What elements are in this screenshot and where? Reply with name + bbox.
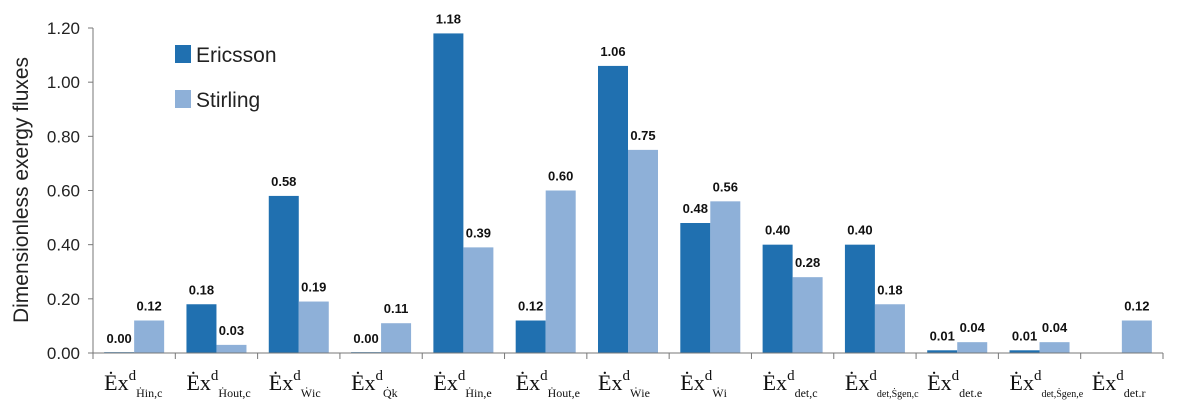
y-tick-label: 0.20 bbox=[47, 290, 80, 309]
x-category-label: ĖxdḢout,c bbox=[186, 368, 250, 400]
bar-stirling bbox=[874, 304, 905, 353]
data-label-stirling: 0.04 bbox=[960, 320, 986, 335]
x-category-label: ĖxdḢout,e bbox=[516, 368, 580, 400]
y-axis-label: Dimensionless exergy fluxes bbox=[10, 57, 33, 323]
data-label-stirling: 0.18 bbox=[877, 282, 902, 297]
bar-stirling bbox=[1039, 342, 1070, 353]
y-tick-label: 0.40 bbox=[47, 236, 80, 255]
data-labels: 0.00 0.18 0.58 0.00 1.18 0.12 1.06 0.48 0.40 0.40… bbox=[106, 11, 1149, 346]
bar-ericsson bbox=[680, 223, 711, 353]
y-tick-label: 0.80 bbox=[47, 127, 80, 146]
x-category-label: Ėxddet,c bbox=[763, 368, 818, 400]
data-label-stirling: 0.56 bbox=[713, 179, 738, 194]
bar-stirling bbox=[216, 344, 247, 353]
data-label-stirling: 0.60 bbox=[548, 169, 573, 184]
bar-stirling bbox=[463, 247, 494, 353]
data-label-ericsson: 0.40 bbox=[847, 223, 872, 238]
data-label-ericsson: 0.01 bbox=[1012, 328, 1037, 343]
data-label-stirling: 0.28 bbox=[795, 255, 820, 270]
data-label-ericsson: 1.06 bbox=[600, 44, 625, 59]
x-category-label: Ėxddet,Ṡgen,c bbox=[845, 368, 919, 400]
y-tick-label: 1.00 bbox=[47, 73, 80, 92]
data-label-stirling: 0.04 bbox=[1042, 320, 1068, 335]
legend-swatch-stirling bbox=[175, 90, 191, 108]
bar-ericsson bbox=[844, 244, 875, 353]
x-category-label: Ėxddet.e bbox=[927, 368, 982, 400]
bar-ericsson bbox=[598, 65, 628, 354]
legend-label-stirling: Stirling bbox=[196, 89, 260, 112]
bar-stirling bbox=[710, 201, 741, 353]
bar-ericsson bbox=[1009, 350, 1040, 353]
x-axis-categories: ĖxdḢin,c ĖxdḢout,c ĖxdẆic ĖxdQ̇k ĖxdḢin,e Ėxd… bbox=[104, 368, 1145, 400]
y-tick-label: 1.20 bbox=[47, 19, 80, 38]
y-axis-ticks: 0.00 0.20 0.40 0.60 0.80 1.00 1.20 bbox=[47, 19, 93, 363]
y-tick-label: 0.00 bbox=[47, 344, 80, 363]
data-label-ericsson: 0.48 bbox=[683, 201, 708, 216]
legend: Ericsson Stirling bbox=[175, 44, 277, 112]
x-category-label: ĖxdḢin,e bbox=[433, 368, 491, 400]
data-label-stirling: 0.03 bbox=[219, 323, 244, 338]
bar-ericsson bbox=[927, 350, 958, 353]
data-label-ericsson: 0.18 bbox=[189, 282, 214, 297]
legend-label-ericsson: Ericsson bbox=[196, 44, 277, 67]
bar-stirling bbox=[628, 149, 658, 353]
bars bbox=[104, 33, 1152, 354]
bar-stirling bbox=[298, 301, 329, 353]
data-label-stirling: 0.75 bbox=[630, 128, 655, 143]
bar-ericsson bbox=[186, 304, 217, 353]
data-label-ericsson: 0.00 bbox=[353, 331, 378, 346]
data-label-ericsson: 0.12 bbox=[518, 299, 543, 314]
bar-stirling bbox=[1121, 320, 1152, 353]
x-category-label: Ėxddet.r bbox=[1092, 368, 1146, 400]
bar-stirling bbox=[134, 320, 165, 353]
bar-stirling bbox=[381, 323, 412, 353]
data-label-ericsson: 0.40 bbox=[765, 223, 790, 238]
x-category-label: ĖxdẆic bbox=[269, 368, 321, 400]
legend-swatch-ericsson bbox=[175, 45, 191, 63]
bar-ericsson bbox=[433, 33, 464, 354]
data-label-ericsson: 0.01 bbox=[930, 328, 955, 343]
bar-stirling bbox=[957, 342, 988, 353]
data-label-ericsson: 0.58 bbox=[271, 174, 296, 189]
data-label-stirling: 0.12 bbox=[136, 299, 161, 314]
x-category-label: ĖxdẆie bbox=[598, 368, 650, 400]
bar-ericsson bbox=[515, 320, 546, 353]
bar-stirling bbox=[792, 277, 823, 353]
x-category-label: Ėxddet,Ṡgen,e bbox=[1010, 368, 1084, 400]
x-category-label: ĖxdẆi bbox=[680, 368, 727, 400]
data-label-ericsson: 0.00 bbox=[106, 331, 131, 346]
y-tick-label: 0.60 bbox=[47, 182, 80, 201]
bar-ericsson bbox=[268, 195, 299, 353]
data-label-stirling: 0.11 bbox=[384, 301, 409, 316]
data-label-stirling: 0.39 bbox=[466, 225, 491, 240]
data-label-stirling: 0.12 bbox=[1124, 299, 1149, 314]
x-category-label: ĖxdQ̇k bbox=[351, 368, 398, 400]
x-category-label: ĖxdḢin,c bbox=[104, 368, 162, 400]
axes bbox=[92, 28, 1164, 359]
bar-ericsson bbox=[762, 244, 793, 353]
bar-stirling bbox=[545, 190, 576, 353]
data-label-ericsson: 1.18 bbox=[436, 11, 461, 26]
data-label-stirling: 0.19 bbox=[301, 280, 326, 295]
